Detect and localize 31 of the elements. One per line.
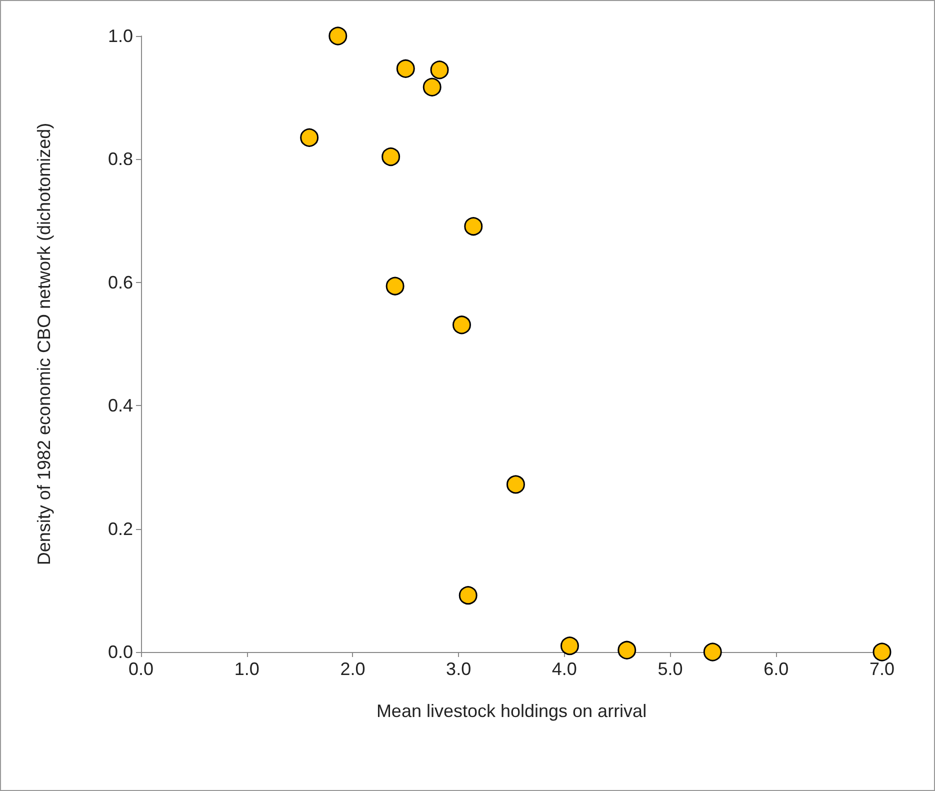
x-tick-label: 1.0 [234, 659, 260, 679]
y-tick-label: 0.0 [108, 642, 133, 662]
point [560, 636, 579, 656]
point [300, 128, 319, 147]
x-axis-title: Mean livestock holdings on arrival [376, 701, 647, 721]
point [618, 640, 636, 660]
x-tick-label: 3.0 [446, 659, 472, 679]
y-axis-title: Density of 1982 economic CBO network (dichotomized) [34, 122, 54, 566]
point [506, 475, 525, 494]
point [382, 147, 400, 166]
point [872, 642, 892, 662]
point [430, 60, 449, 80]
point [458, 586, 478, 605]
x-tick-label: 2.0 [340, 659, 366, 679]
point [328, 26, 348, 46]
y-tick-label: 0.8 [108, 149, 133, 170]
point [452, 316, 471, 334]
point [464, 217, 483, 236]
y-tick-label: 1.0 [108, 26, 133, 46]
point [422, 78, 442, 96]
x-tick-label: 6.0 [764, 659, 789, 679]
y-tick-label: 0.4 [108, 396, 133, 416]
point [703, 642, 722, 662]
x-tick-label: 7.0 [869, 659, 895, 679]
x-tick-label: 5.0 [658, 659, 683, 679]
point [396, 59, 415, 78]
y-tick-label: 0.2 [108, 518, 133, 539]
y-tick-label: 0.6 [108, 272, 133, 292]
x-tick-label: 0.0 [128, 659, 154, 679]
x-tick-label: 4.0 [552, 659, 577, 679]
point [386, 276, 404, 296]
